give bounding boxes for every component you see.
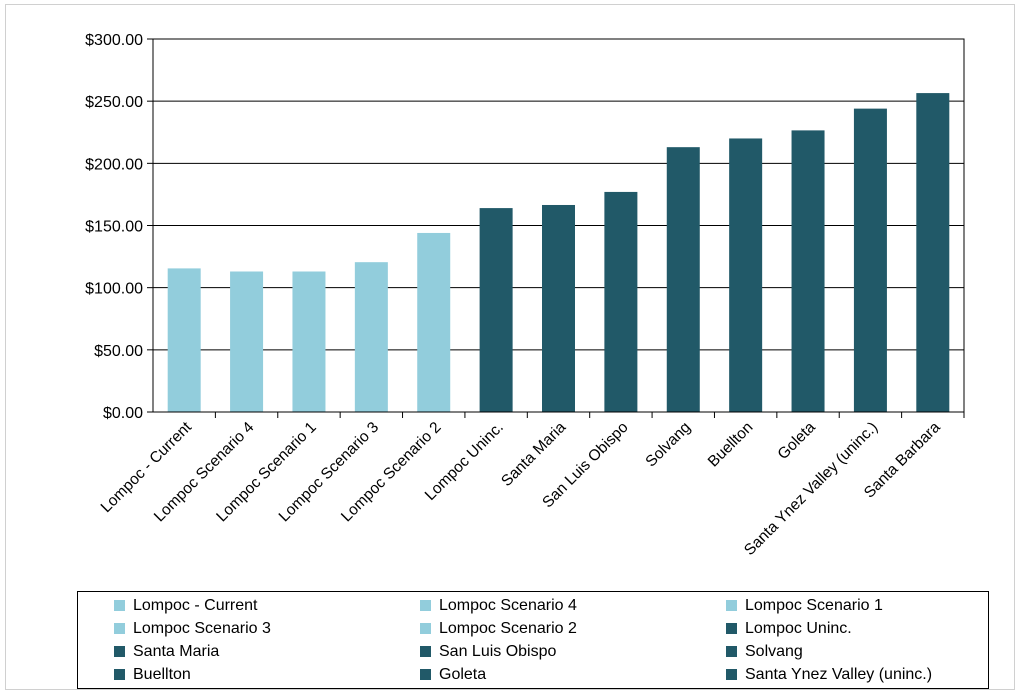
legend-item: Solvang — [690, 640, 990, 663]
legend-swatch — [726, 669, 737, 680]
y-tick-label: $100.00 — [85, 281, 143, 298]
bar-chart: $0.00 $50.00 $100.00 $150.00 $200.00 $250.00 $… — [85, 32, 965, 559]
legend-swatch — [726, 646, 737, 657]
bar — [479, 208, 513, 412]
legend-item: Lompoc Scenario 3 — [78, 617, 384, 640]
legend-label: San Luis Obispo — [439, 642, 557, 660]
y-tick-label: $50.00 — [94, 343, 143, 360]
bar — [791, 130, 825, 412]
legend-item: Buellton — [78, 663, 384, 686]
bar — [230, 271, 264, 412]
y-tick-labels: $0.00 $50.00 $100.00 $150.00 $200.00 $250.00 $… — [85, 32, 143, 422]
legend-item: Lompoc Scenario 2 — [384, 617, 690, 640]
bar — [666, 147, 700, 413]
bar — [167, 268, 201, 412]
legend-label: Buellton — [133, 665, 191, 683]
legend: Lompoc - Current Lompoc Scenario 4 Lompoc … — [77, 591, 989, 689]
legend-label: Lompoc Scenario 3 — [133, 619, 271, 637]
legend-item: Santa Maria — [78, 640, 384, 663]
legend-item: Goleta — [384, 663, 690, 686]
x-tick-label: Goleta — [775, 419, 820, 464]
legend-item: Lompoc Scenario 1 — [690, 594, 990, 617]
legend-label: Lompoc Scenario 4 — [439, 596, 577, 614]
plot-area-border — [152, 38, 965, 413]
x-tick-label: Buellton — [705, 419, 757, 471]
legend-swatch — [114, 646, 125, 657]
legend-swatch — [420, 646, 431, 657]
legend-item: Lompoc Scenario 4 — [384, 594, 690, 617]
bar — [354, 262, 388, 412]
legend-item: Santa Ynez Valley (uninc.) — [690, 663, 990, 686]
bar — [729, 138, 763, 412]
bar — [604, 191, 638, 412]
legend-label: Goleta — [439, 665, 487, 683]
bar — [853, 108, 887, 413]
legend-swatch — [420, 623, 431, 634]
bar — [417, 232, 451, 412]
legend-label: Santa Maria — [133, 642, 220, 660]
y-tick-label: $0.00 — [103, 405, 143, 422]
legend-swatch — [420, 669, 431, 680]
y-tick-label: $150.00 — [85, 219, 143, 236]
legend-label: Lompoc Uninc. — [745, 619, 852, 637]
y-tick-label: $200.00 — [85, 156, 143, 173]
bar — [292, 271, 326, 412]
legend-label: Lompoc Scenario 2 — [439, 619, 577, 637]
legend-swatch — [114, 623, 125, 634]
axes — [147, 38, 965, 418]
legend-swatch — [114, 669, 125, 680]
legend-label: Solvang — [745, 642, 803, 660]
bar — [916, 93, 950, 413]
legend-swatch — [114, 600, 125, 611]
x-tick-label: Solvang — [642, 419, 694, 471]
legend-label: Lompoc Scenario 1 — [745, 596, 883, 614]
legend-label: Lompoc - Current — [133, 596, 258, 614]
bar — [542, 204, 575, 412]
legend-swatch — [420, 600, 431, 611]
legend-swatch — [726, 623, 737, 634]
legend-label: Santa Ynez Valley (uninc.) — [745, 665, 933, 683]
legend-item: Lompoc Uninc. — [690, 617, 990, 640]
legend-item: San Luis Obispo — [384, 640, 690, 663]
legend-swatch — [726, 600, 737, 611]
legend-item: Lompoc - Current — [78, 594, 384, 617]
bars — [167, 93, 950, 413]
y-tick-label: $300.00 — [85, 32, 143, 49]
legend-grid: Lompoc - Current Lompoc Scenario 4 Lompoc … — [78, 594, 988, 686]
y-tick-label: $250.00 — [85, 94, 143, 111]
